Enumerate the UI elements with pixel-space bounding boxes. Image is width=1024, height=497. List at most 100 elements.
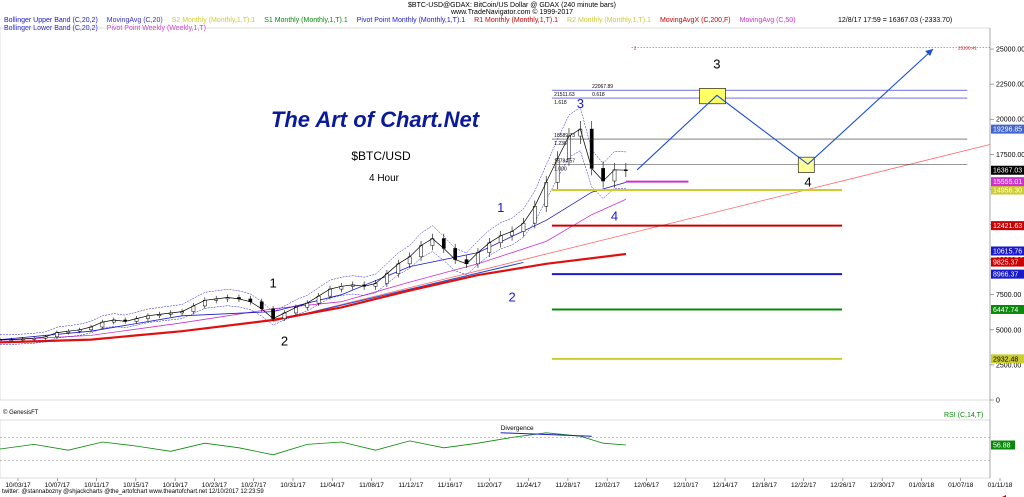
x-tick-label: 12/02/17	[595, 482, 621, 489]
rsi-title: RSI (C,14,T)	[944, 412, 983, 419]
price-candle	[385, 273, 389, 284]
price-candle	[0, 339, 2, 341]
price-candle	[544, 182, 549, 207]
scroll-arrow-icon[interactable]	[1000, 488, 1018, 497]
footer-text: twitter: @stannabozny @shjackcharts @the…	[2, 489, 264, 495]
target-value: 25100.41	[958, 46, 977, 51]
price-tag-2	[991, 246, 1024, 256]
y-tick-label: 25000.00	[996, 47, 1024, 54]
x-tick-label: 10/23/17	[202, 482, 228, 489]
price-tag-label-2: 10615.76	[993, 248, 1022, 255]
wave-label-0: 1	[269, 276, 276, 291]
rsi-plot-frame	[0, 419, 991, 479]
series-line-2	[0, 182, 627, 340]
y-tick-label: 0	[996, 398, 1000, 405]
divergence-line	[500, 432, 592, 437]
y-tick-label: 5000.00	[996, 327, 1021, 334]
level-tag-4	[991, 354, 1024, 364]
legend2-item-0: Bollinger Lower Band (C,20,2)	[4, 25, 98, 32]
x-tick-label: 10/19/17	[162, 482, 188, 489]
x-tick-label: 10/11/17	[84, 482, 109, 489]
legend-row-2: Bollinger Lower Band (C,20,2) Pivot Point…	[4, 25, 215, 32]
fib-value-0: 21511.63	[554, 92, 575, 98]
x-tick-label: 11/08/17	[359, 482, 384, 489]
wave-label-4: 3	[577, 96, 584, 111]
x-tick-label: 10/27/17	[241, 482, 267, 489]
x-tick-label: 11/20/17	[477, 482, 502, 489]
site-text: www.TradeNavigator.com © 1999-2017	[450, 9, 573, 16]
price-candle	[532, 206, 537, 224]
y-tick-label: 17500.00	[996, 152, 1024, 159]
upper-band-line	[0, 106, 626, 336]
price-candle	[259, 301, 264, 310]
y-tick-label: 2500.00	[996, 362, 1021, 369]
price-line	[0, 128, 626, 340]
legend-item-2: S2 Monthly (Monthly,1,T).1	[171, 17, 256, 24]
level-tag-2	[991, 269, 1024, 279]
x-tick-label: 11/12/17	[398, 482, 423, 489]
level-tag-5	[991, 177, 1024, 187]
price-tag-label-0: 19296.85	[993, 127, 1022, 134]
wave-label-5: 4	[611, 208, 618, 223]
brand-symbol: $BTC/USD	[351, 149, 411, 163]
x-tick-label: 11/24/17	[516, 482, 541, 489]
level-tag-label-5: 15555.01	[993, 179, 1022, 186]
rsi-tag-label: 56.88	[993, 443, 1011, 450]
fib-ratio-0: 1.618	[554, 100, 567, 106]
wave-label-1: 2	[281, 333, 288, 348]
x-tick-label: 12/26/17	[830, 482, 856, 489]
title-line: $BTC-USD@GDAX: BitCoin/US Dollar @ GDAX …	[408, 2, 616, 9]
genesis-copyright: © GenesisFT	[3, 409, 39, 416]
series-line-0	[0, 252, 627, 344]
x-tick-label: 01/03/18	[909, 482, 935, 489]
fib-value-1: 22067.89	[592, 84, 613, 90]
x-tick-label: 01/11/18	[988, 482, 1013, 489]
x-tick-label: 12/30/17	[870, 482, 896, 489]
legend-item-4: Pivot Point Monthly (Monthly,1,T).1	[356, 17, 466, 24]
price-candle	[589, 128, 594, 169]
fib-ratio-1: 0.618	[592, 92, 605, 98]
legend-item-1: MovingAvg (C,20)	[106, 17, 163, 24]
price-candle	[521, 222, 526, 232]
price-tag-1	[991, 165, 1024, 175]
target-box-4	[797, 156, 815, 173]
wave-label-6: 3	[713, 57, 720, 72]
trend-line	[273, 144, 991, 322]
lower-band-line	[0, 150, 626, 345]
projection-arrow-icon	[925, 49, 934, 57]
y-tick-label: 20000.00	[996, 117, 1024, 124]
price-candle	[476, 252, 480, 265]
y-tick-label: 22500.00	[996, 82, 1024, 89]
support-trend-line	[284, 261, 524, 320]
fib-value-3: 16784.57	[554, 158, 575, 164]
level-tag-label-0: 14956.30	[993, 188, 1022, 195]
footer-credits: twitter: @stannabozny @shjackcharts @the…	[2, 489, 264, 495]
legend-item-6: R2 Monthly (Monthly,1,T).1	[567, 17, 651, 24]
price-tag-label-1: 16367.03	[993, 168, 1022, 175]
x-tick-label: 11/16/17	[438, 482, 463, 489]
price-candle	[612, 169, 617, 182]
price-tag-3	[991, 257, 1024, 267]
x-tick-label: 11/28/17	[556, 482, 581, 489]
target-box-3	[699, 88, 726, 105]
legend-item-3: S1 Monthly (Monthly,1,T).1	[264, 17, 348, 24]
x-tick-label: 10/07/17	[45, 482, 71, 489]
price-tag-0	[991, 124, 1024, 134]
price-candle	[441, 238, 446, 249]
projection-path	[636, 48, 934, 171]
y-tick-label: 7500.00	[996, 292, 1021, 299]
series-line-1	[0, 198, 627, 341]
price-candle	[453, 248, 458, 260]
datetime-readout: 12/8/17 17:59 = 16367.03 (-2333.70)	[838, 17, 952, 24]
legend-item-0: Bollinger Upper Band (C,20,2)	[4, 17, 98, 24]
level-tag-label-3: 6447.74	[993, 307, 1018, 314]
level-tag-0	[991, 185, 1024, 195]
x-tick-label: 10/03/17	[5, 482, 31, 489]
x-tick-label: 12/22/17	[791, 482, 817, 489]
wave-label-2: 1	[497, 200, 504, 215]
legend-item-7: MovingAvgX (C,200,F)	[659, 17, 731, 24]
x-tick-label: 12/06/17	[634, 482, 660, 489]
fib-ratio-2: 1.236	[554, 141, 567, 147]
